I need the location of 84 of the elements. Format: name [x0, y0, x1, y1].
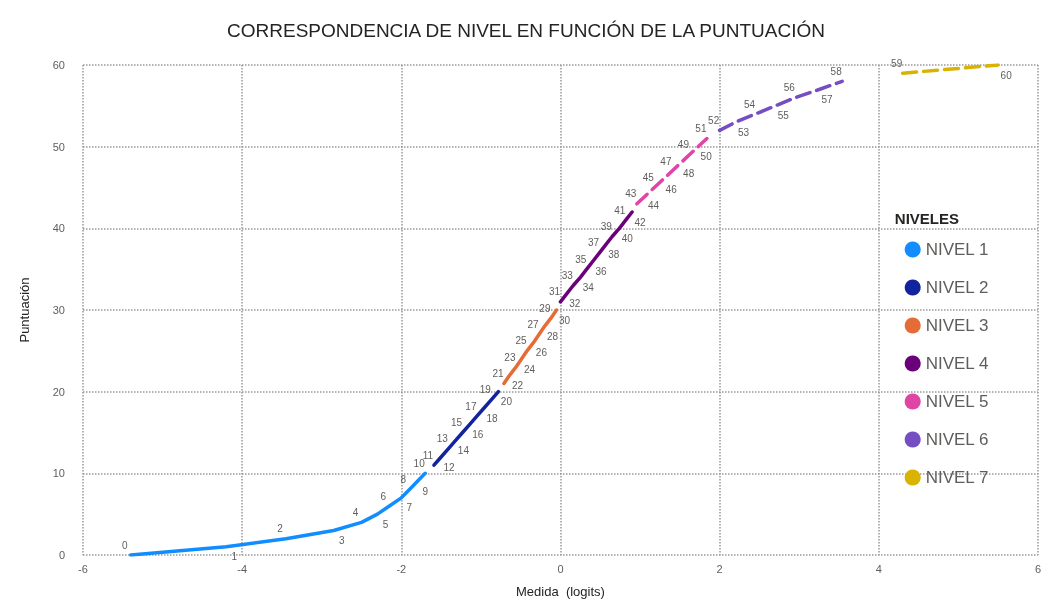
data-label: 48 [683, 167, 695, 179]
x-tick-label: 6 [1034, 562, 1041, 575]
data-label: 21 [492, 368, 504, 379]
data-label: 47 [660, 155, 672, 167]
data-label: 2 [277, 523, 284, 535]
data-label: 13 [436, 433, 449, 445]
data-label: 53 [737, 126, 750, 138]
y-tick-label: 10 [52, 467, 65, 480]
data-label: 1 [231, 551, 238, 563]
data-label: 46 [665, 183, 678, 195]
data-label: 22 [511, 379, 524, 391]
data-label: 12 [443, 461, 456, 473]
y-tick-label: 40 [52, 222, 65, 235]
x-tick-label: -4 [237, 562, 248, 575]
x-tick-label: 4 [875, 562, 882, 575]
data-label: 54 [743, 98, 756, 110]
data-label: 23 [504, 351, 516, 363]
data-label: 57 [821, 94, 834, 105]
data-label: 26 [535, 347, 548, 359]
data-label: 37 [587, 237, 600, 249]
data-label: 32 [569, 298, 581, 310]
data-label: 9 [422, 486, 429, 497]
y-axis-title: Puntuación [17, 277, 32, 343]
data-label: 17 [465, 400, 477, 412]
x-axis-title: Medida (logits) [516, 584, 605, 599]
data-label: 7 [406, 502, 413, 514]
y-tick-label: 20 [52, 385, 65, 398]
data-label: 8 [400, 474, 407, 486]
data-label: 43 [625, 188, 637, 200]
data-label: 49 [677, 139, 690, 151]
data-label: 4 [352, 506, 359, 518]
data-label: 14 [457, 445, 470, 457]
data-label: 42 [634, 216, 647, 228]
data-label: 30 [558, 314, 571, 326]
data-label: 38 [608, 249, 620, 261]
data-label: 6 [380, 490, 387, 502]
data-label: 34 [582, 281, 595, 293]
data-label: 35 [575, 253, 587, 265]
data-label: 55 [777, 110, 790, 122]
data-label: 50 [700, 151, 713, 163]
legend-label: NIVEL 5 [925, 392, 989, 411]
data-label: 27 [527, 319, 539, 330]
data-label: 31 [548, 286, 561, 298]
data-label: 15 [451, 417, 463, 428]
x-tick-label: -6 [78, 562, 88, 575]
data-label: 3 [338, 535, 345, 546]
data-label: 44 [648, 200, 660, 212]
data-label: 51 [695, 123, 707, 134]
y-tick-label: 0 [58, 549, 65, 561]
data-label: 40 [621, 232, 634, 244]
data-label: 28 [546, 330, 559, 342]
y-tick-label: 60 [52, 59, 65, 71]
data-label: 59 [891, 57, 903, 69]
data-label: 5 [382, 518, 389, 530]
x-tick-label: -2 [396, 562, 407, 575]
data-label: 58 [830, 65, 843, 77]
data-label: 18 [486, 412, 499, 424]
data-label: 19 [479, 384, 492, 396]
data-label: 45 [642, 172, 655, 183]
y-tick-label: 30 [52, 304, 65, 316]
data-label: 39 [600, 221, 613, 232]
legend-label: NIVEL 7 [925, 468, 989, 487]
data-label: 36 [595, 265, 608, 277]
legend-label: NIVEL 6 [925, 430, 989, 449]
data-label: 52 [708, 114, 720, 126]
data-label: 56 [783, 82, 796, 94]
data-label: 16 [472, 428, 484, 440]
x-tick-label: 2 [716, 562, 723, 575]
legend-title: NIVELES [894, 210, 960, 227]
y-tick-label: 50 [52, 140, 65, 153]
data-label: 0 [121, 539, 128, 551]
chart-title: CORRESPONDENCIA DE NIVEL EN FUNCIÓN DE LA PUNTUACIÓN [227, 20, 825, 41]
data-label: 24 [523, 363, 536, 375]
legend-label: NIVEL 1 [925, 240, 989, 259]
legend-label: NIVEL 3 [925, 316, 989, 335]
legend-label: NIVEL 4 [925, 354, 989, 373]
legend-label: NIVEL 2 [925, 278, 989, 297]
data-label: 33 [561, 270, 574, 281]
data-label: 20 [500, 396, 513, 408]
data-label: 29 [539, 302, 551, 314]
data-label: 25 [515, 335, 528, 347]
x-tick-label: 0 [557, 562, 564, 575]
data-label: 60 [1000, 69, 1013, 81]
data-label: 41 [614, 204, 626, 216]
